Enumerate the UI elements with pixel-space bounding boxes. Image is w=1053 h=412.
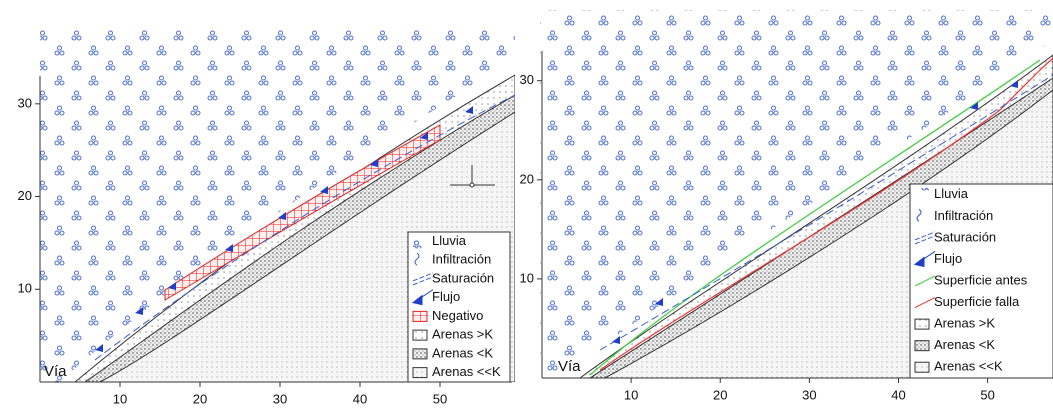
legend-symbol — [914, 340, 930, 352]
x-tick-label: 20 — [713, 387, 727, 402]
legend-label: Lluvia — [432, 233, 467, 248]
legend-label: Infiltración — [432, 252, 491, 267]
legend-symbol — [412, 348, 428, 360]
legend-label: Arenas >K — [934, 316, 995, 331]
axes: 10 20 30 40 50 10 20 30 Vía Lluvia Infiltración Sat… — [18, 51, 1053, 406]
legend-label: Arenas <K — [432, 345, 493, 360]
legend-label: Saturación — [432, 270, 494, 285]
x-tick-label: 20 — [193, 391, 207, 406]
legend-label: Arenas <<K — [432, 364, 501, 379]
legend-label: Arenas <K — [934, 337, 995, 352]
legend: Lluvia Infiltración Saturación Flujo Negativ… — [407, 231, 511, 383]
legend-label: Negativo — [432, 308, 483, 323]
legend-symbol — [412, 310, 428, 322]
legend: Lluvia Infiltración Saturación Flujo Superfi… — [909, 183, 1053, 379]
road-label: Vía — [558, 358, 581, 375]
legend-symbol — [913, 251, 936, 268]
legend-box — [909, 183, 1053, 379]
y-tick-label: 30 — [520, 72, 534, 87]
legend-symbol — [412, 272, 434, 286]
legend-label: Flujo — [432, 289, 460, 304]
road-label: Vía — [44, 363, 67, 380]
legend-symbol — [914, 231, 936, 245]
legend-label: Lluvia — [934, 186, 969, 201]
y-tick-label: 10 — [520, 270, 534, 285]
x-tick-label: 30 — [273, 391, 287, 406]
legend-symbol — [914, 361, 930, 373]
x-tick-label: 10 — [113, 391, 127, 406]
x-tick-label: 50 — [433, 391, 447, 406]
legend-symbol — [414, 252, 420, 266]
legend-label: Superficie falla — [934, 294, 1020, 309]
y-tick-label: 20 — [520, 171, 534, 186]
y-tick-label: 30 — [18, 95, 32, 110]
legend-symbol — [915, 187, 929, 202]
legend-symbol — [413, 234, 427, 249]
y-tick-label: 10 — [18, 281, 32, 296]
legend-symbol — [412, 329, 428, 341]
legend-label: Arenas <<K — [934, 359, 1003, 374]
legend-label: Saturación — [934, 229, 996, 244]
legend-symbol — [412, 367, 428, 379]
legend-symbol — [914, 318, 930, 330]
legend-label: Infiltración — [934, 208, 993, 223]
legend-label: Superficie antes — [934, 272, 1028, 287]
legend-symbol — [914, 275, 936, 287]
x-tick-label: 30 — [802, 387, 816, 402]
x-tick-label: 40 — [891, 387, 905, 402]
legend-symbol — [411, 289, 434, 306]
x-tick-label: 50 — [980, 387, 994, 402]
y-tick-label: 20 — [18, 188, 32, 203]
legend-symbol — [914, 297, 936, 309]
legend-symbol — [916, 208, 922, 222]
legend-label: Arenas >K — [432, 327, 493, 342]
legend-label: Flujo — [934, 251, 962, 266]
x-tick-label: 40 — [353, 391, 367, 406]
x-tick-label: 10 — [624, 387, 638, 402]
